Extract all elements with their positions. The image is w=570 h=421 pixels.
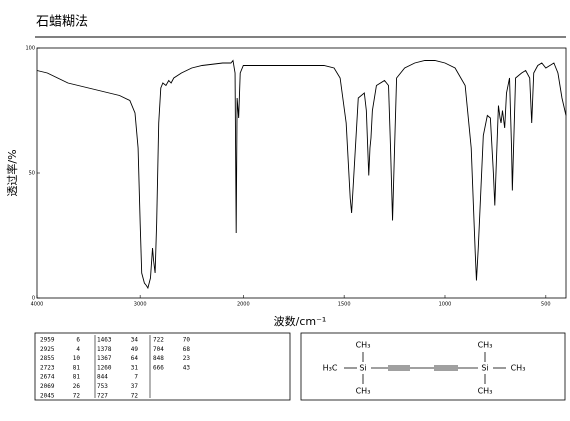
peak-transmittance: 10 [73, 355, 81, 362]
atom-label: CH₃ [478, 341, 493, 350]
peak-transmittance: 68 [183, 346, 191, 353]
atom-label: CH₃ [356, 387, 371, 396]
peak-transmittance: 6 [76, 337, 80, 344]
structure-box [300, 332, 566, 401]
x-axis-label: 波数/cm⁻¹ [274, 315, 327, 328]
peak-transmittance: 7 [134, 374, 138, 381]
peak-wavenumber: 2674 [40, 374, 55, 381]
peak-wavenumber: 722 [153, 337, 164, 344]
peak-transmittance: 34 [131, 337, 139, 344]
peak-transmittance: 31 [131, 364, 139, 371]
plot-frame [36, 47, 567, 299]
y-tick-label: 100 [25, 46, 35, 52]
peak-wavenumber: 848 [153, 355, 164, 362]
peak-transmittance: 4 [76, 346, 80, 353]
peak-transmittance: 64 [131, 355, 139, 362]
peak-wavenumber: 1367 [97, 355, 112, 362]
peak-wavenumber: 2925 [40, 346, 55, 353]
peak-wavenumber: 704 [153, 346, 164, 353]
peak-wavenumber: 2069 [40, 383, 55, 390]
peak-wavenumber: 844 [97, 374, 108, 381]
x-tick-label: 1500 [338, 302, 351, 308]
peak-transmittance: 81 [73, 374, 81, 381]
peak-transmittance: 81 [73, 364, 81, 371]
peak-transmittance: 26 [73, 383, 81, 390]
peak-wavenumber: 1378 [97, 346, 112, 353]
y-tick-label: 0 [32, 296, 35, 302]
peak-wavenumber: 753 [97, 383, 108, 390]
x-tick-label: 500 [541, 302, 551, 308]
peak-transmittance: 43 [183, 364, 191, 371]
peak-wavenumber: 2855 [40, 355, 55, 362]
x-tick-label: 3000 [134, 302, 147, 308]
y-axis-label: 透过率/% [5, 149, 19, 196]
spectrum-line [36, 59, 567, 290]
peak-wavenumber: 666 [153, 364, 164, 371]
x-tick-label: 4000 [31, 302, 44, 308]
structure-bonds [344, 352, 506, 384]
peak-wavenumber: 1463 [97, 337, 112, 344]
atom-label: CH₃ [511, 364, 526, 373]
peak-transmittance: 72 [73, 392, 81, 399]
peak-transmittance: 37 [131, 383, 139, 390]
y-tick-label: 50 [29, 171, 35, 177]
atom-label: Si [359, 364, 366, 373]
peak-wavenumber: 2959 [40, 337, 55, 344]
peak-wavenumber: 2045 [40, 392, 55, 399]
peak-transmittance: 49 [131, 346, 139, 353]
peak-wavenumber: 2723 [40, 364, 55, 371]
peak-wavenumber: 1260 [97, 364, 112, 371]
peak-wavenumber: 727 [97, 392, 108, 399]
page-title: 石蜡糊法 [36, 14, 88, 30]
atom-label: CH₃ [356, 341, 371, 350]
peak-transmittance: 70 [183, 337, 191, 344]
x-tick-label: 1000 [439, 302, 452, 308]
peak-transmittance: 23 [183, 355, 191, 362]
peak-table-box [34, 332, 291, 401]
x-tick-label: 2000 [237, 302, 250, 308]
atom-label: CH₃ [478, 387, 493, 396]
peak-transmittance: 72 [131, 392, 139, 399]
atom-label: Si [481, 364, 488, 373]
atom-label: H₃C [323, 364, 338, 373]
